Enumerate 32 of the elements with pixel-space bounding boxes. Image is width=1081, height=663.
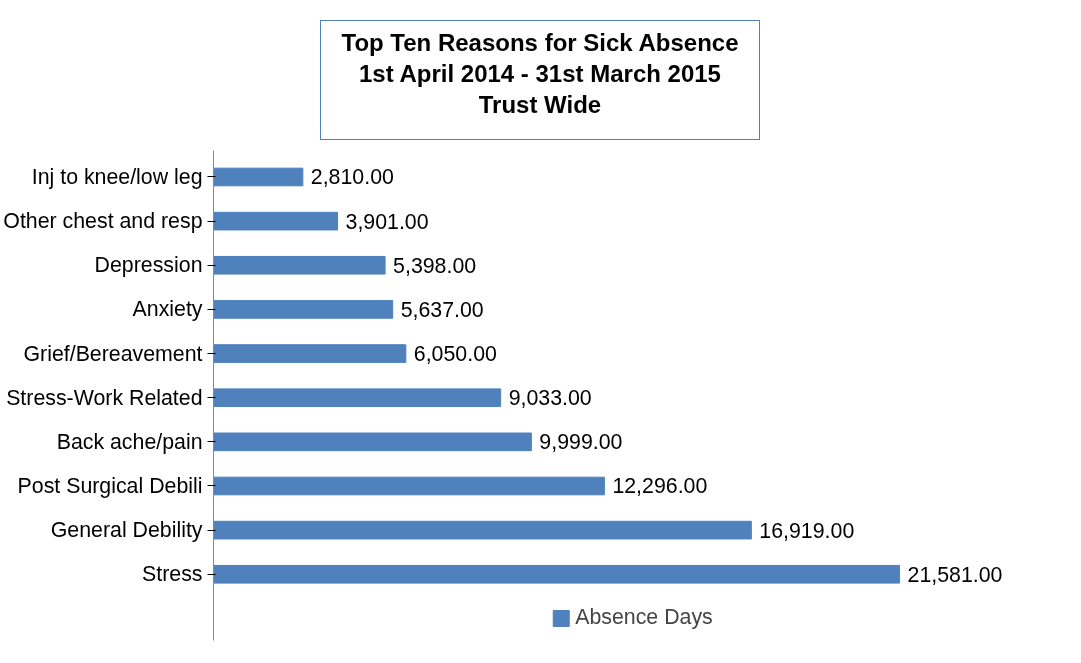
data-label: 5,398.00 [393,253,477,278]
bar [213,388,502,408]
y-tick-label: Back ache/pain [56,429,203,454]
data-label: 6,050.00 [413,342,497,367]
data-label: 9,999.00 [539,430,623,455]
y-tick-label: Anxiety [132,297,203,322]
y-tick-label: Depression [94,253,203,278]
y-tick-label: Other chest and resp [3,209,203,234]
y-tick-label: Post Surgical Debili [17,474,203,498]
bar [213,255,386,275]
y-tick-label: Stress [142,562,203,587]
bar [213,476,605,496]
bar [213,344,407,363]
data-label: 2,810.00 [310,165,394,190]
bar [213,211,339,231]
data-label: 9,033.00 [508,386,592,411]
legend-label: Absence Days [575,605,713,630]
bar [213,167,304,187]
y-tick-label: Stress-Work Related [6,385,203,410]
data-label: 5,637.00 [400,297,484,322]
chart-title: Top Ten Reasons for Sick Absence 1st April 2014 - 31st March 2015 Trust Wide [341,28,739,121]
data-label: 3,901.00 [345,209,429,234]
y-tick-label: General Debility [50,518,203,543]
data-label: 21,581.00 [907,562,1003,587]
bar [213,300,394,319]
data-label: 12,296.00 [612,474,708,499]
y-tick-label: Inj to knee/low leg [31,164,203,189]
data-label: 16,919.00 [759,518,855,543]
bar [213,564,901,584]
bar [213,432,532,452]
y-tick-label: Grief/Bereavement [23,341,203,366]
bar [213,520,752,540]
